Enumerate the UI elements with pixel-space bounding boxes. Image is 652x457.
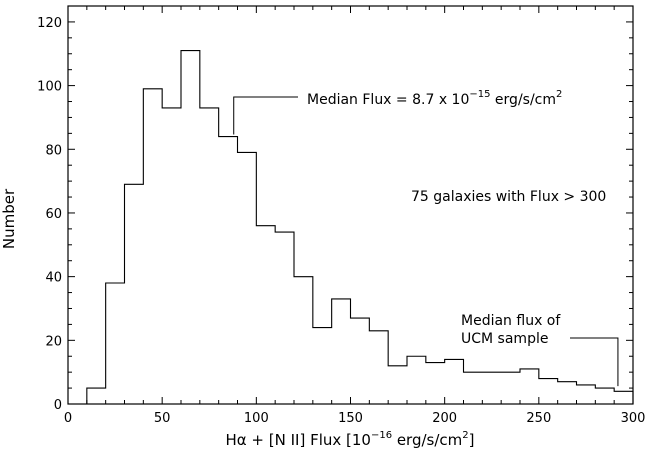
histogram-bin — [294, 277, 313, 404]
y-tick-label: 120 — [37, 16, 62, 31]
histogram-bin — [445, 359, 464, 404]
histogram-bin — [256, 226, 275, 404]
histogram-bin — [143, 89, 162, 404]
histogram-bin — [106, 283, 125, 404]
histogram-bin — [388, 366, 407, 404]
y-tick-label: 100 — [37, 80, 62, 95]
y-axis-title: Number — [0, 188, 18, 249]
histogram-bin — [200, 108, 219, 404]
x-tick-label: 50 — [154, 411, 171, 426]
histogram-bin — [539, 379, 558, 404]
histogram-bin — [426, 363, 445, 404]
y-tick-label: 0 — [54, 398, 62, 413]
x-axis-title: Hα + [N II] Flux [10−16 erg/s/cm2] — [225, 430, 474, 449]
galaxies-note: 75 galaxies with Flux > 300 — [411, 189, 606, 205]
ucm-median-label-line2: UCM sample — [461, 331, 548, 347]
histogram-bin — [87, 388, 106, 404]
x-tick-label: 250 — [526, 411, 551, 426]
histogram-bin — [275, 232, 294, 404]
y-tick-label: 40 — [45, 271, 62, 286]
histogram-bin — [238, 152, 257, 404]
histogram-bin — [162, 108, 181, 404]
ticks: 0 50 100 150 200 250 300 0 20 40 60 80 100 120 — [37, 5, 646, 426]
histogram-bin — [595, 388, 614, 404]
histogram-bin — [464, 372, 483, 404]
y-tick-label: 60 — [45, 207, 62, 222]
histogram-series — [86, 50, 634, 404]
median-flux-leader-line — [233, 96, 298, 135]
histogram-bin — [351, 318, 370, 404]
histogram-bin — [614, 391, 633, 404]
x-tick-label: 0 — [64, 411, 72, 426]
histogram-bin — [577, 385, 596, 404]
histogram-bin — [313, 328, 332, 404]
histogram-bin — [369, 331, 388, 404]
median-flux-annotation: Median Flux = 8.7 x 10−15 erg/s/cm2 — [307, 89, 562, 108]
histogram-bin — [181, 51, 200, 404]
x-tick-label: 100 — [244, 411, 269, 426]
histogram-bin — [219, 137, 238, 404]
ucm-median-leader-line — [570, 337, 619, 387]
y-tick-label: 80 — [45, 143, 62, 158]
x-tick-label: 300 — [621, 411, 646, 426]
ucm-median-label-line1: Median flux of — [461, 313, 561, 329]
histogram-bin — [125, 184, 144, 404]
histogram-bin — [520, 369, 539, 404]
histogram-bin — [332, 299, 351, 404]
histogram-bin — [501, 372, 520, 404]
histogram-bin — [482, 372, 501, 404]
x-tick-label: 150 — [338, 411, 363, 426]
y-tick-label: 20 — [45, 334, 62, 349]
histogram-bin — [407, 356, 426, 404]
x-tick-label: 200 — [432, 411, 457, 426]
histogram-bin — [558, 382, 577, 404]
